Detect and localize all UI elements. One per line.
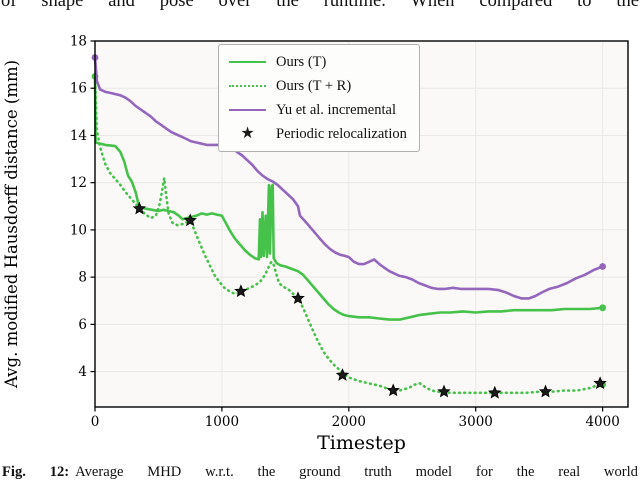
svg-text:4000: 4000 [585, 414, 619, 430]
legend-item-ours-t: Ours (T) [229, 52, 407, 72]
figure-12: 0 1000 2000 3000 4000 4 6 8 10 12 14 16 18 Timestep Av… [0, 13, 640, 455]
body-text-clipped: of shape and pose over the runtime. When… [0, 0, 640, 13]
legend-item-yu-et-al: Yu et al. incremental [229, 100, 407, 120]
star-marker-icon: ★ [240, 125, 255, 142]
chart-legend: Ours (T) Ours (T + R) Yu et al. incremen… [218, 44, 420, 152]
svg-text:4: 4 [78, 364, 87, 380]
svg-text:14: 14 [70, 128, 87, 144]
solid-line-sample [229, 109, 266, 111]
svg-text:16: 16 [70, 81, 87, 97]
svg-text:1000: 1000 [205, 414, 239, 430]
svg-text:18: 18 [70, 34, 87, 50]
svg-text:6: 6 [78, 317, 87, 333]
caption-text: Average MHD w.r.t. the ground truth mode… [75, 464, 638, 480]
legend-label: Ours (T) [276, 53, 327, 70]
svg-text:12: 12 [70, 175, 87, 191]
body-text-line: of shape and pose over the runtime. When… [1, 0, 639, 11]
dotted-line-sample [229, 85, 266, 87]
legend-label: Periodic relocalization [276, 125, 407, 142]
legend-label: Yu et al. incremental [276, 101, 396, 118]
svg-text:3000: 3000 [459, 414, 493, 430]
svg-text:Avg. modified Hausdorff distan: Avg. modified Hausdorff distance (mm) [2, 60, 21, 389]
caption-label: Fig. 12: [2, 464, 70, 480]
figure-caption: Fig. 12: Average MHD w.r.t. the ground tr… [0, 464, 640, 481]
svg-text:2000: 2000 [332, 414, 366, 430]
legend-item-periodic-relocalization: ★ Periodic relocalization [229, 124, 407, 144]
svg-text:0: 0 [91, 414, 100, 430]
svg-text:8: 8 [78, 270, 87, 286]
svg-text:10: 10 [70, 222, 87, 238]
legend-label: Ours (T + R) [276, 77, 352, 94]
svg-text:Timestep: Timestep [317, 432, 406, 454]
legend-item-ours-t-r: Ours (T + R) [229, 76, 407, 96]
solid-line-sample [229, 61, 266, 63]
